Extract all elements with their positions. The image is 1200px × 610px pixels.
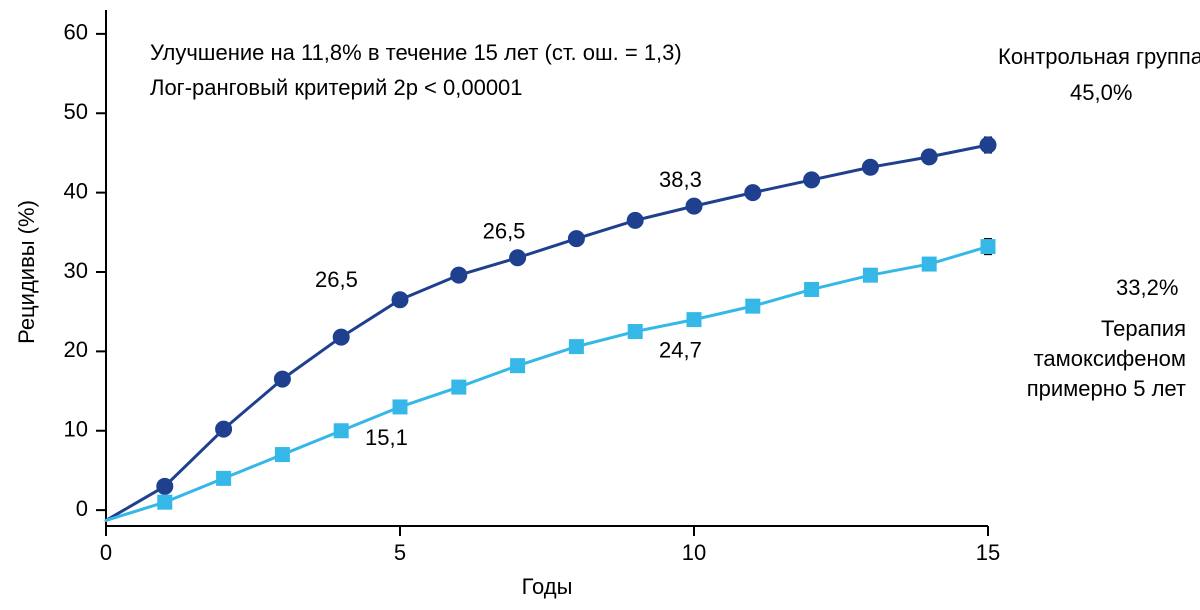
- x-axis-title: Годы: [522, 574, 573, 599]
- marker-control: [804, 172, 820, 188]
- marker-control: [745, 185, 761, 201]
- marker-tamoxifen: [393, 400, 407, 414]
- marker-control: [157, 478, 173, 494]
- marker-tamoxifen: [922, 257, 936, 271]
- data-label-tamoxifen: 15,1: [365, 425, 408, 450]
- series-label-tamoxifen: тамоксифеном: [1034, 346, 1186, 371]
- marker-control: [980, 137, 996, 153]
- series-end-value-tamoxifen: 33,2%: [1116, 275, 1178, 300]
- y-tick-label: 30: [64, 258, 88, 283]
- marker-tamoxifen: [746, 299, 760, 313]
- marker-control: [568, 231, 584, 247]
- marker-tamoxifen: [334, 424, 348, 438]
- data-label-control: 26,5: [315, 267, 358, 292]
- marker-control: [333, 329, 349, 345]
- data-label-tamoxifen: 24,7: [659, 338, 702, 363]
- marker-control: [862, 159, 878, 175]
- y-tick-label: 40: [64, 178, 88, 203]
- y-tick-label: 60: [64, 20, 88, 45]
- marker-tamoxifen: [805, 282, 819, 296]
- chart-note-line1: Улучшение на 11,8% в течение 15 лет (ст.…: [150, 40, 682, 65]
- chart-container: 0 10 20 30 40 50 60 0 5 10 15 Годы Рецидивы (%) Улучш…: [0, 0, 1200, 610]
- marker-tamoxifen: [687, 313, 701, 327]
- marker-control: [510, 250, 526, 266]
- marker-control: [451, 267, 467, 283]
- marker-tamoxifen: [981, 240, 995, 254]
- marker-tamoxifen: [511, 359, 525, 373]
- marker-tamoxifen: [217, 471, 231, 485]
- marker-control: [686, 198, 702, 214]
- data-label-control: 38,3: [659, 167, 702, 192]
- y-tick-label: 50: [64, 99, 88, 124]
- marker-control: [274, 371, 290, 387]
- y-tick-label: 10: [64, 417, 88, 442]
- series-label-tamoxifen: примерно 5 лет: [1027, 376, 1186, 401]
- marker-control: [921, 149, 937, 165]
- x-tick-label: 5: [394, 540, 406, 565]
- marker-control: [392, 292, 408, 308]
- marker-tamoxifen: [628, 325, 642, 339]
- marker-tamoxifen: [275, 448, 289, 462]
- marker-tamoxifen: [569, 340, 583, 354]
- x-tick-label: 15: [976, 540, 1000, 565]
- marker-tamoxifen: [452, 380, 466, 394]
- marker-tamoxifen: [158, 495, 172, 509]
- marker-control: [627, 212, 643, 228]
- x-tick-label: 10: [682, 540, 706, 565]
- series-end-value-control: 45,0%: [1070, 80, 1132, 105]
- marker-control: [216, 421, 232, 437]
- series-label-tamoxifen: Терапия: [1101, 316, 1186, 341]
- series-label-control: Контрольная группа: [998, 44, 1200, 69]
- y-tick-label: 0: [76, 496, 88, 521]
- x-tick-label: 0: [100, 540, 112, 565]
- data-label-control: 26,5: [483, 219, 526, 244]
- y-tick-label: 20: [64, 337, 88, 362]
- marker-tamoxifen: [863, 268, 877, 282]
- y-axis-title: Рецидивы (%): [14, 200, 39, 344]
- chart-note-line2: Лог-ранговый критерий 2p < 0,00001: [150, 75, 523, 100]
- recurrence-line-chart: 0 10 20 30 40 50 60 0 5 10 15 Годы Рецидивы (%) Улучш…: [0, 0, 1200, 610]
